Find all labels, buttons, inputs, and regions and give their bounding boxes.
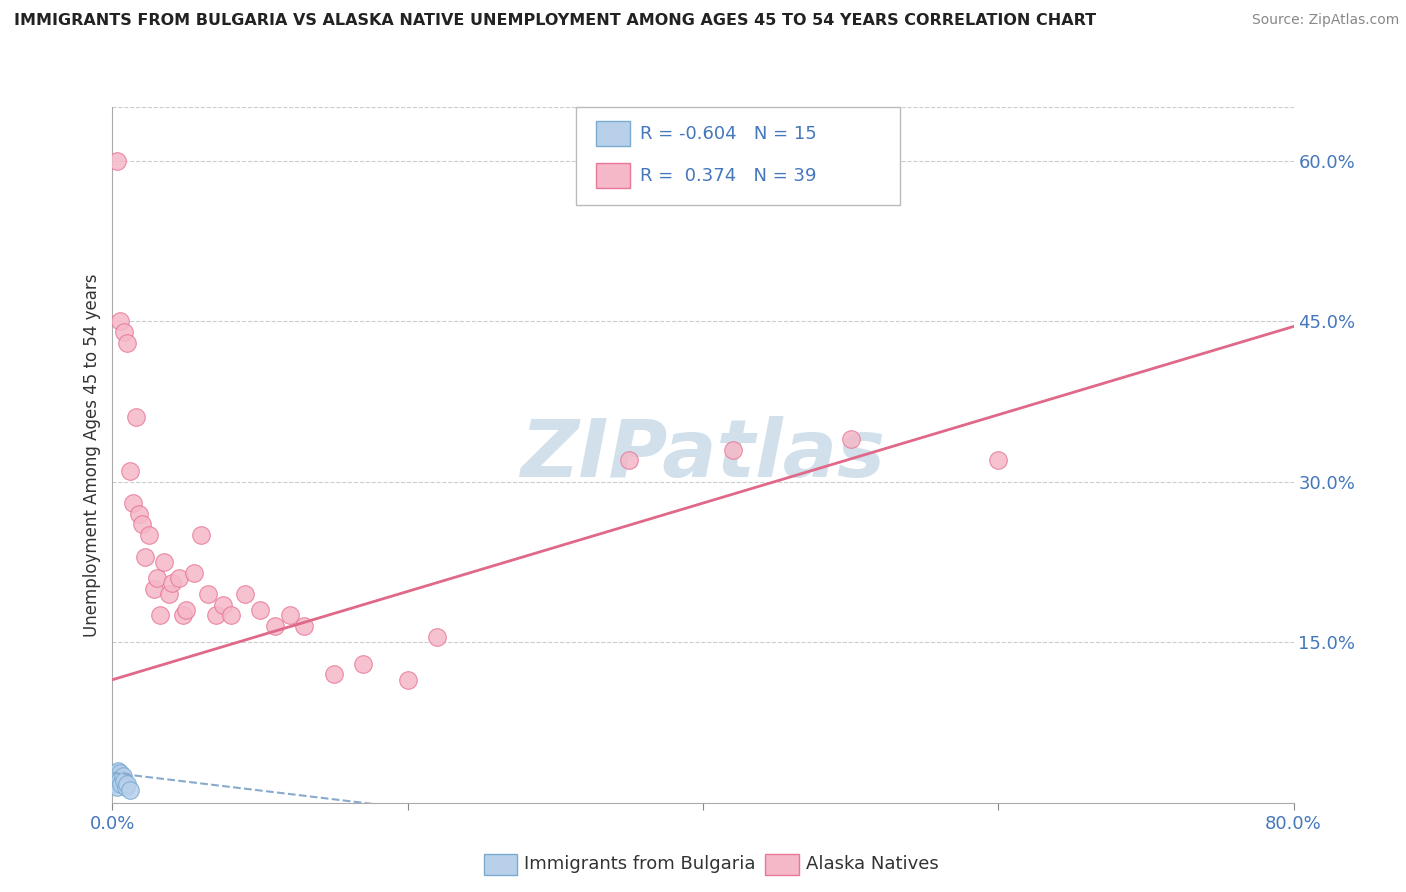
Point bbox=[619, 453, 641, 467]
Point bbox=[352, 657, 374, 671]
Point bbox=[105, 780, 128, 794]
Point bbox=[110, 776, 132, 790]
Point bbox=[212, 598, 235, 612]
Point bbox=[174, 603, 197, 617]
Point bbox=[131, 517, 153, 532]
Point bbox=[205, 608, 228, 623]
Point bbox=[117, 335, 138, 350]
Point bbox=[120, 783, 142, 797]
Point bbox=[105, 769, 128, 783]
Point bbox=[183, 566, 205, 580]
Point bbox=[122, 496, 145, 510]
Point bbox=[142, 582, 165, 596]
Point bbox=[219, 608, 242, 623]
Point bbox=[278, 608, 301, 623]
Point bbox=[107, 772, 129, 787]
Point bbox=[172, 608, 194, 623]
Point bbox=[108, 765, 131, 780]
Point bbox=[839, 432, 862, 446]
Point bbox=[120, 464, 142, 478]
Y-axis label: Unemployment Among Ages 45 to 54 years: Unemployment Among Ages 45 to 54 years bbox=[83, 273, 101, 637]
Point bbox=[153, 555, 176, 569]
Text: ZIPatlas: ZIPatlas bbox=[520, 416, 886, 494]
Point bbox=[323, 667, 346, 681]
Point bbox=[197, 587, 219, 601]
Text: R =  0.374   N = 39: R = 0.374 N = 39 bbox=[640, 167, 817, 185]
Text: IMMIGRANTS FROM BULGARIA VS ALASKA NATIVE UNEMPLOYMENT AMONG AGES 45 TO 54 YEARS: IMMIGRANTS FROM BULGARIA VS ALASKA NATIV… bbox=[14, 13, 1097, 29]
Text: Alaska Natives: Alaska Natives bbox=[806, 855, 938, 873]
Point bbox=[190, 528, 212, 542]
Point bbox=[146, 571, 169, 585]
Point bbox=[134, 549, 156, 564]
Point bbox=[157, 587, 180, 601]
Point bbox=[111, 769, 134, 783]
Point bbox=[167, 571, 190, 585]
Point bbox=[104, 776, 127, 790]
Text: Source: ZipAtlas.com: Source: ZipAtlas.com bbox=[1251, 13, 1399, 28]
Point bbox=[108, 314, 131, 328]
Point bbox=[396, 673, 419, 687]
Point bbox=[249, 603, 271, 617]
Point bbox=[112, 774, 135, 789]
Point bbox=[117, 776, 138, 790]
Point bbox=[103, 774, 125, 789]
Point bbox=[114, 780, 136, 794]
Point bbox=[112, 325, 135, 339]
Text: R = -0.604   N = 15: R = -0.604 N = 15 bbox=[640, 125, 817, 143]
Point bbox=[292, 619, 315, 633]
Point bbox=[125, 410, 148, 425]
Point bbox=[233, 587, 256, 601]
Point bbox=[149, 608, 172, 623]
Point bbox=[108, 772, 131, 787]
Point bbox=[128, 507, 150, 521]
Point bbox=[138, 528, 160, 542]
Point bbox=[987, 453, 1010, 467]
Text: Immigrants from Bulgaria: Immigrants from Bulgaria bbox=[524, 855, 756, 873]
Point bbox=[160, 576, 183, 591]
Point bbox=[264, 619, 287, 633]
Point bbox=[104, 765, 127, 780]
Point bbox=[721, 442, 744, 457]
Point bbox=[426, 630, 449, 644]
Point bbox=[105, 153, 128, 168]
Point bbox=[107, 764, 129, 778]
